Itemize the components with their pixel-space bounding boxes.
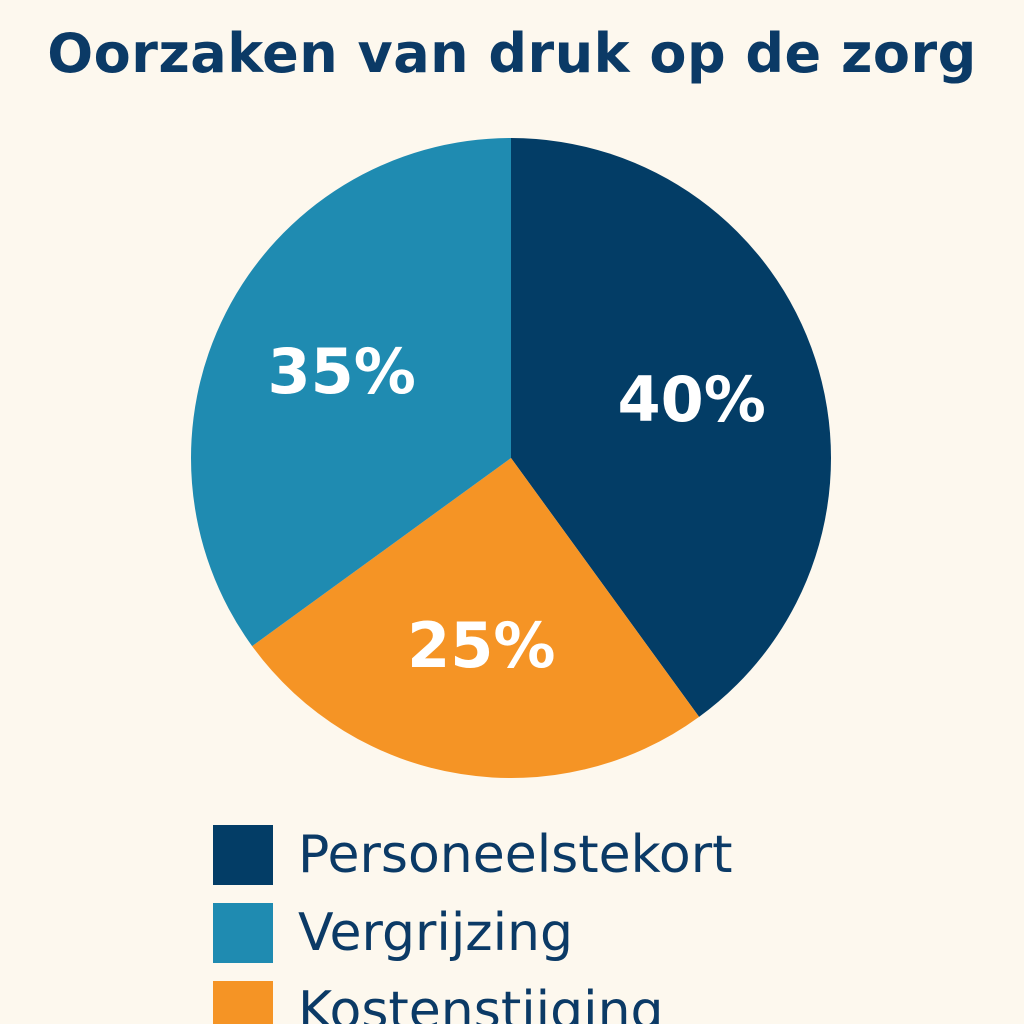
legend-label-vergrijzing: Vergrijzing [298,903,573,963]
legend-label-kostenstijging: Kostenstijging [298,981,664,1024]
chart-title: Oorzaken van druk op de zorg [47,22,977,85]
legend-swatch-personeelstekort [213,825,273,885]
pie-slice-kostenstijging [252,458,700,779]
pie-slices [190,138,832,779]
legend-label-personeelstekort: Personeelstekort [298,825,733,885]
pie-slice-vergrijzing [190,138,511,647]
pie-label-personeelstekort: 40% [617,363,765,436]
pie-slice-personeelstekort [511,138,832,717]
pie-label-kostenstijging: 25% [407,609,555,682]
legend-swatch-vergrijzing [213,903,273,963]
pie-labels: 40% 25% 35% [268,335,766,682]
legend-swatch-kostenstijging [213,981,273,1024]
pie-label-vergrijzing: 35% [268,335,416,408]
